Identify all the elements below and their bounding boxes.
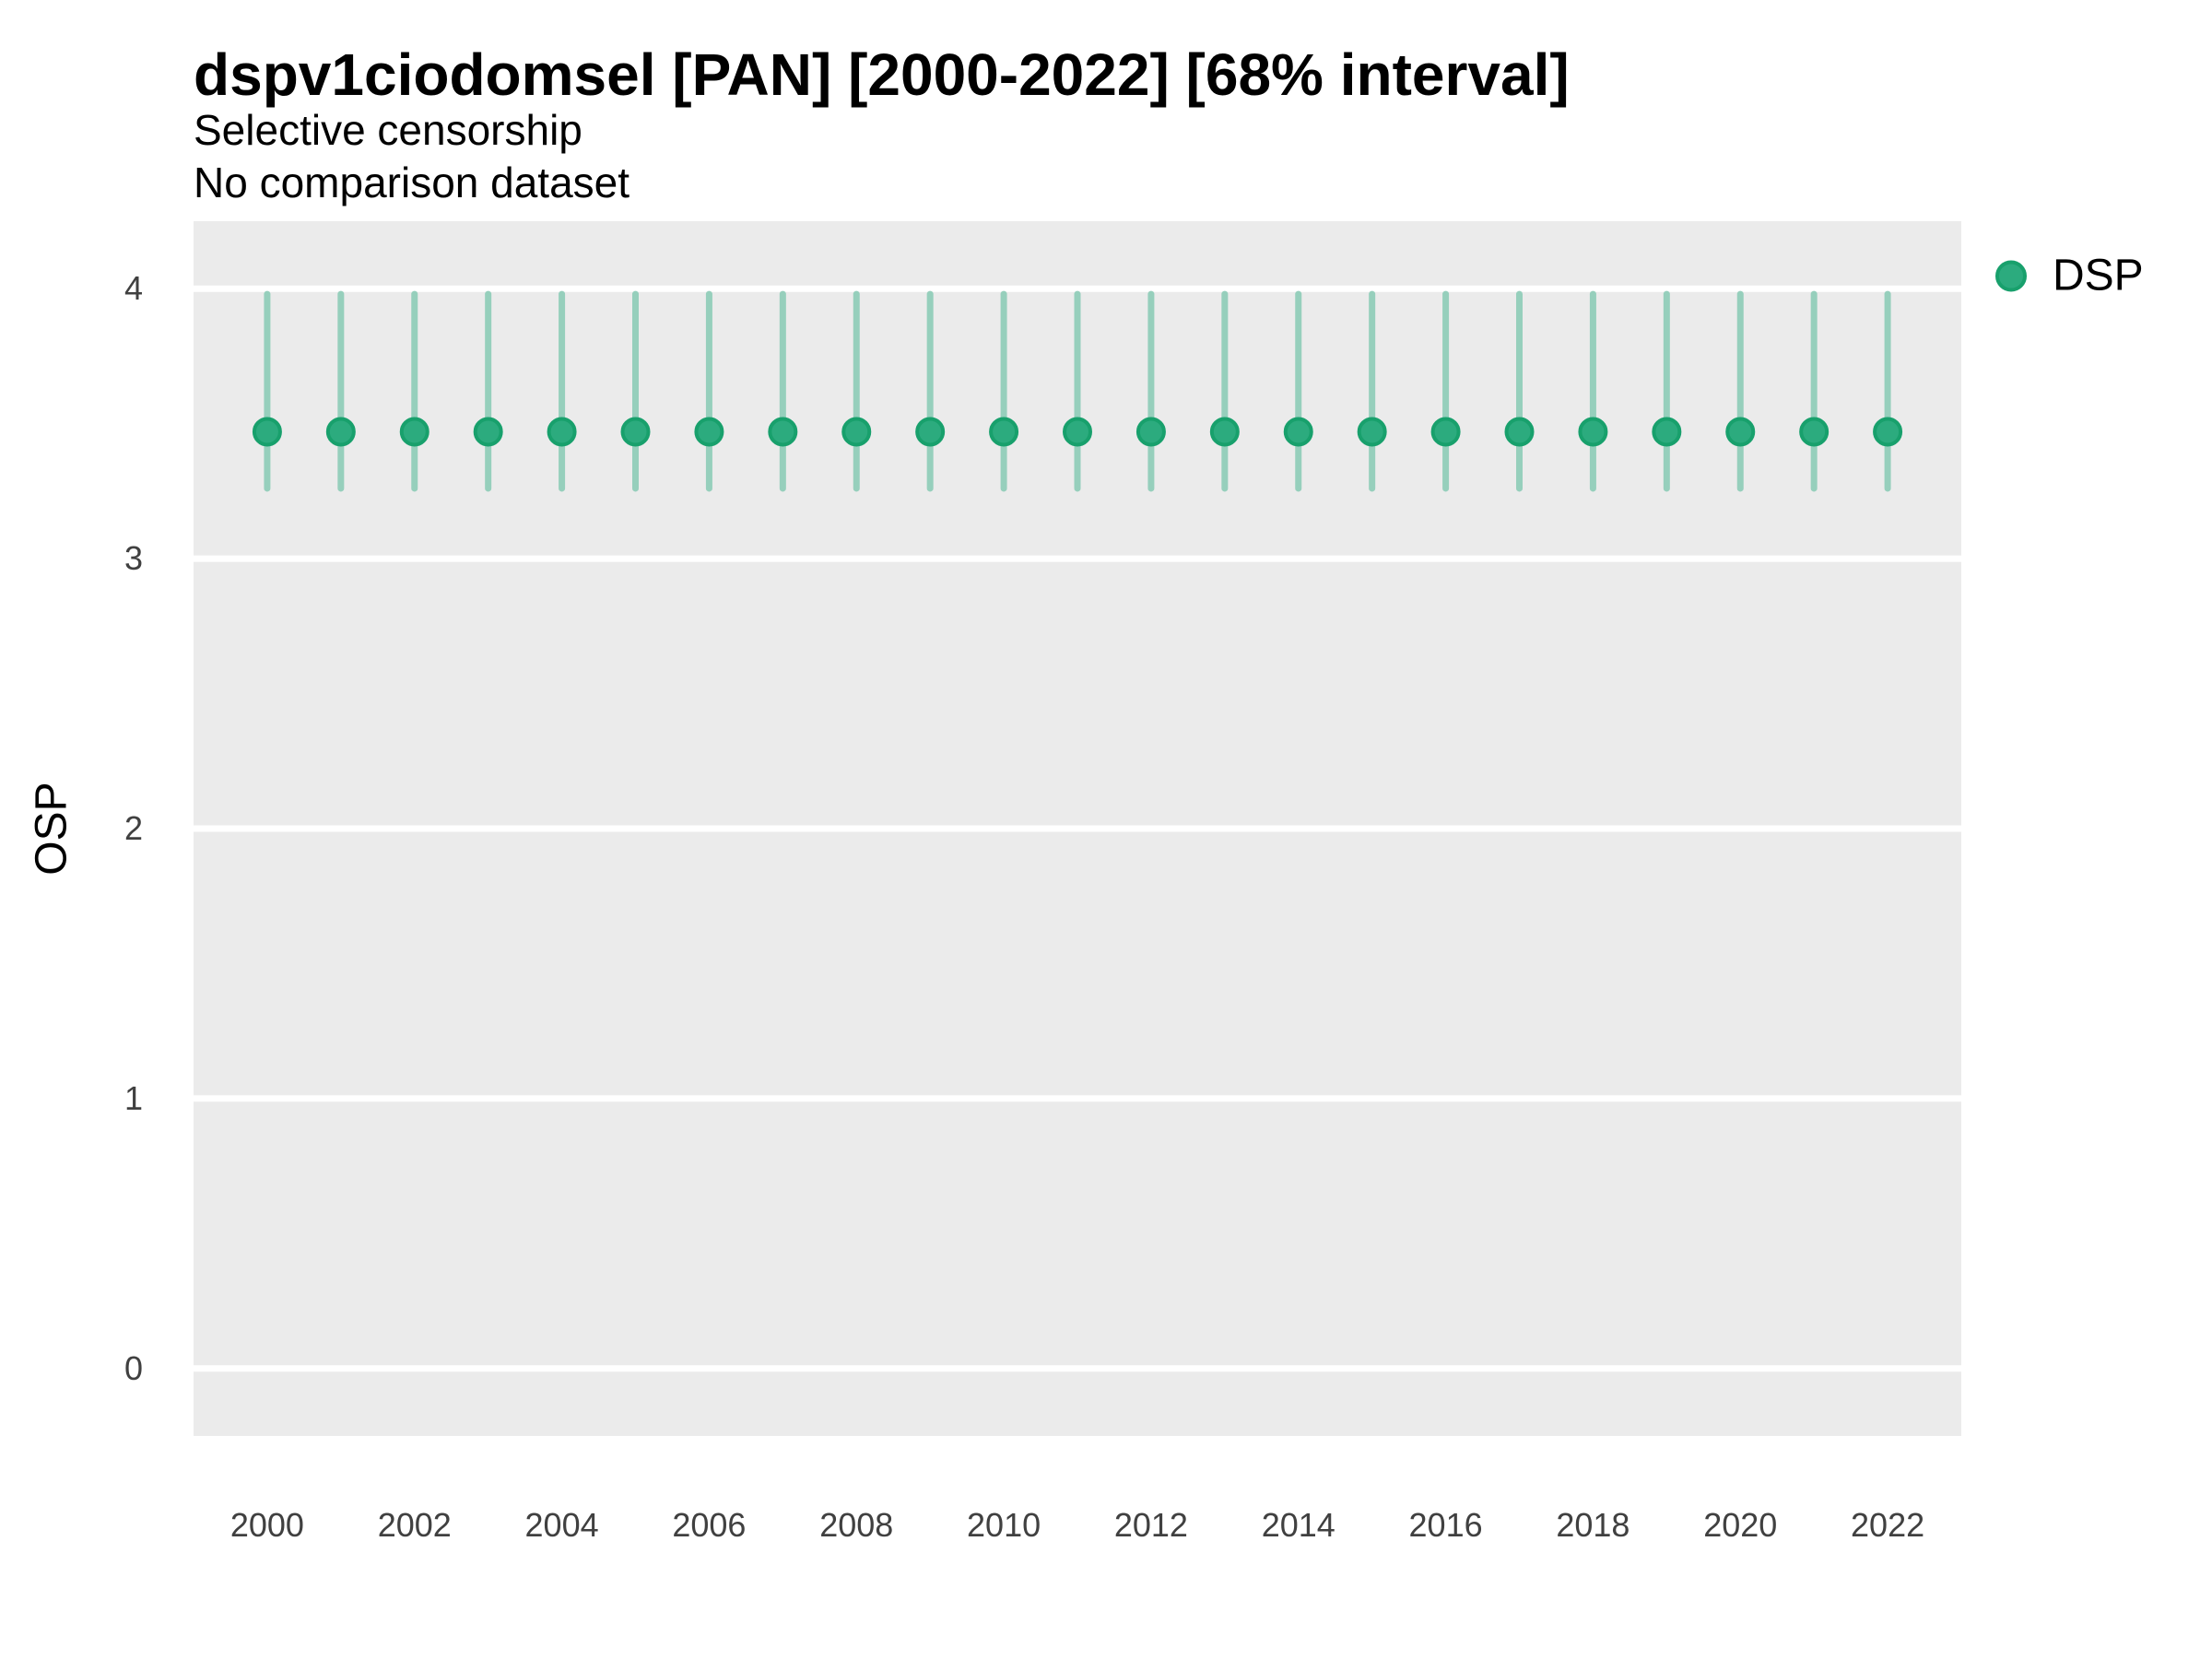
point-2008: [841, 417, 872, 447]
point-2007: [768, 417, 798, 447]
point-2010: [989, 417, 1019, 447]
point-2009: [915, 417, 946, 447]
x-tick-label-2008: 2008: [819, 1506, 894, 1544]
point-2017: [1504, 417, 1535, 447]
point-2014: [1283, 417, 1313, 447]
x-tick-label-2014: 2014: [1261, 1506, 1335, 1544]
point-2021: [1799, 417, 1830, 447]
point-2000: [252, 417, 282, 447]
point-2020: [1725, 417, 1756, 447]
x-tick-label-2020: 2020: [1703, 1506, 1778, 1544]
point-2006: [694, 417, 724, 447]
point-2013: [1209, 417, 1240, 447]
x-tick-label-2018: 2018: [1556, 1506, 1630, 1544]
y-tick-label-4: 4: [124, 269, 143, 308]
legend-label: DSP: [2053, 251, 2144, 300]
legend: DSP: [1995, 251, 2144, 301]
legend-key-dot: [1995, 260, 2027, 291]
point-2011: [1063, 417, 1092, 447]
chart-subtitle-2: No comparison dataset: [194, 159, 630, 206]
x-tick-label-2012: 2012: [1113, 1506, 1188, 1544]
point-2018: [1578, 417, 1608, 447]
point-2002: [399, 417, 429, 447]
y-tick-label-2: 2: [124, 809, 143, 847]
plot-area: [194, 221, 1961, 1436]
y-tick-label-1: 1: [124, 1078, 143, 1117]
x-tick-label-2000: 2000: [229, 1506, 304, 1544]
y-tick-label-0: 0: [124, 1348, 143, 1387]
point-2001: [325, 417, 356, 447]
x-tick-label-2002: 2002: [377, 1506, 452, 1544]
chart-title: dspv1ciodomsel [PAN] [2000-2022] [68% in…: [194, 41, 1570, 108]
point-2019: [1652, 417, 1682, 447]
y-axis-title: OSP: [27, 782, 76, 876]
x-tick-label-2016: 2016: [1408, 1506, 1483, 1544]
chart-subtitle: Selective censorship: [194, 106, 582, 154]
x-tick-label-2004: 2004: [524, 1506, 599, 1544]
point-2016: [1430, 417, 1461, 447]
point-2022: [1873, 417, 1903, 447]
x-tick-label-2006: 2006: [672, 1506, 747, 1544]
point-2004: [547, 417, 577, 447]
point-2003: [473, 417, 503, 447]
point-2015: [1357, 417, 1387, 447]
x-tick-label-2022: 2022: [1851, 1506, 1925, 1544]
point-2005: [620, 417, 651, 447]
x-tick-label-2010: 2010: [967, 1506, 1041, 1544]
y-tick-label-3: 3: [124, 539, 143, 578]
point-2012: [1135, 417, 1166, 447]
